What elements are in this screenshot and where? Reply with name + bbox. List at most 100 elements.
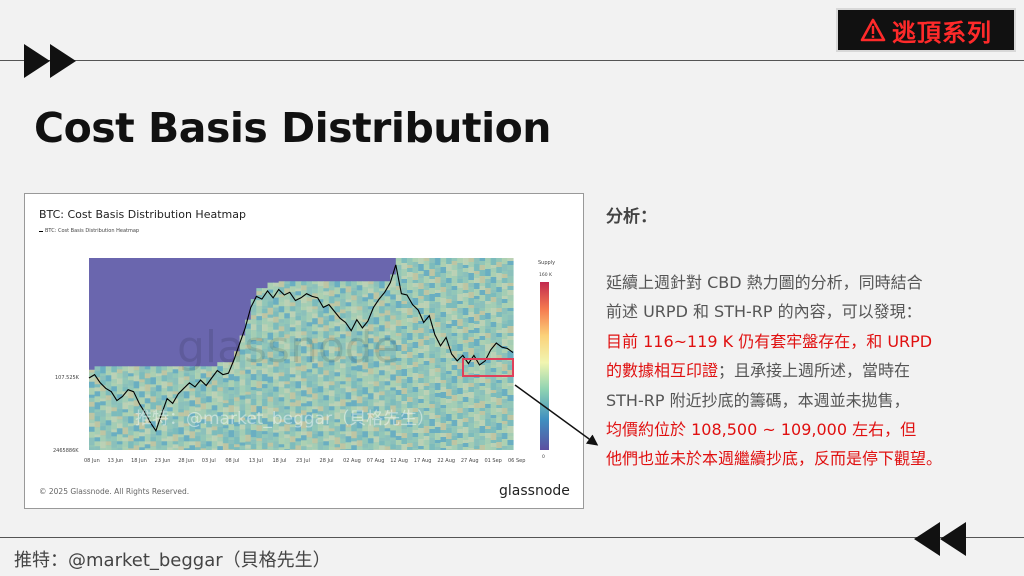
heat-band	[172, 398, 179, 404]
heat-band	[468, 408, 475, 412]
heat-band	[144, 394, 151, 399]
heat-band	[312, 393, 319, 400]
heat-band	[122, 396, 129, 403]
heat-band	[116, 391, 124, 395]
heat-band	[379, 425, 386, 432]
heat-band	[133, 391, 140, 396]
heat-band	[273, 391, 280, 398]
heat-band	[312, 438, 319, 444]
heat-band	[334, 397, 341, 402]
heat-band	[423, 383, 430, 386]
heat-band	[239, 420, 246, 425]
heat-band	[351, 338, 358, 342]
heat-band	[334, 376, 341, 382]
heat-band	[167, 411, 174, 417]
copyright-text: © 2025 Glassnode. All Rights Reserved.	[39, 487, 190, 496]
heat-band	[200, 366, 207, 370]
heat-band	[172, 423, 179, 429]
heat-band	[401, 294, 408, 301]
heat-band	[284, 359, 291, 364]
heat-band	[356, 410, 363, 416]
heat-band	[278, 344, 285, 348]
heat-band	[234, 376, 241, 382]
heat-band	[434, 333, 442, 340]
heat-band	[340, 281, 347, 285]
heat-band	[462, 408, 469, 415]
heat-band	[501, 278, 509, 283]
heat-band	[295, 381, 302, 389]
heat-band	[183, 426, 191, 431]
heat-band	[395, 345, 403, 351]
heat-band	[451, 333, 458, 336]
heat-band	[401, 429, 408, 433]
heat-band	[390, 412, 397, 416]
heat-band	[446, 283, 453, 289]
heat-band	[440, 312, 447, 317]
heat-band	[122, 384, 129, 388]
heat-band	[434, 393, 442, 397]
heat-band	[473, 278, 481, 283]
heat-band	[490, 397, 497, 402]
heat-band	[111, 379, 118, 383]
heat-band	[507, 295, 514, 301]
heat-band	[485, 444, 492, 450]
heat-band	[418, 428, 425, 433]
heat-band	[340, 384, 347, 389]
heat-band	[429, 376, 436, 379]
heat-band	[340, 431, 347, 435]
fast-forward-icon[interactable]	[24, 44, 80, 78]
heat-band	[501, 333, 509, 339]
heat-band	[434, 343, 442, 347]
analysis-line: 目前 116~119 K 仍有套牢盤存在，和 URPD	[606, 331, 933, 351]
heat-band	[473, 383, 481, 389]
heat-band	[496, 408, 503, 412]
heat-band	[384, 378, 391, 382]
heat-band	[273, 436, 280, 442]
heat-band	[384, 331, 391, 336]
heat-band	[116, 428, 124, 435]
heat-band	[267, 417, 274, 422]
heat-band	[189, 425, 196, 432]
heat-band	[479, 408, 486, 411]
series-badge: 逃頂系列	[836, 8, 1016, 52]
heat-band	[418, 296, 425, 299]
heat-band	[239, 385, 246, 393]
heat-band	[167, 382, 174, 387]
heat-band	[473, 403, 481, 408]
heat-band	[155, 373, 163, 377]
heat-band	[261, 399, 269, 407]
heat-band	[306, 444, 313, 448]
heat-band	[367, 449, 375, 450]
heat-band	[239, 424, 246, 430]
heat-band	[451, 336, 458, 340]
heat-band	[496, 317, 503, 323]
heat-band	[340, 356, 347, 360]
heat-band	[273, 291, 280, 298]
heat-band	[245, 428, 252, 435]
heat-band	[328, 303, 336, 307]
heat-band	[195, 416, 202, 423]
heat-band	[401, 344, 408, 351]
heat-band	[273, 332, 280, 337]
heat-band	[105, 381, 112, 389]
heat-band	[407, 318, 414, 322]
heat-band	[195, 411, 202, 417]
heat-band	[323, 445, 330, 450]
heat-band	[451, 411, 458, 415]
heat-band	[111, 407, 118, 412]
heat-band	[395, 426, 403, 433]
heat-band	[490, 443, 497, 447]
heat-band	[295, 375, 302, 382]
heat-band	[362, 376, 369, 382]
heat-band	[94, 437, 101, 442]
heat-band	[250, 437, 257, 441]
heat-band	[250, 369, 257, 375]
heat-band	[295, 400, 302, 407]
heat-band	[479, 258, 486, 261]
heat-band	[250, 330, 257, 338]
heat-band	[295, 320, 302, 326]
rewind-icon[interactable]	[912, 522, 968, 556]
heat-band	[250, 312, 257, 316]
heat-band	[312, 406, 319, 410]
heat-band	[222, 368, 230, 376]
